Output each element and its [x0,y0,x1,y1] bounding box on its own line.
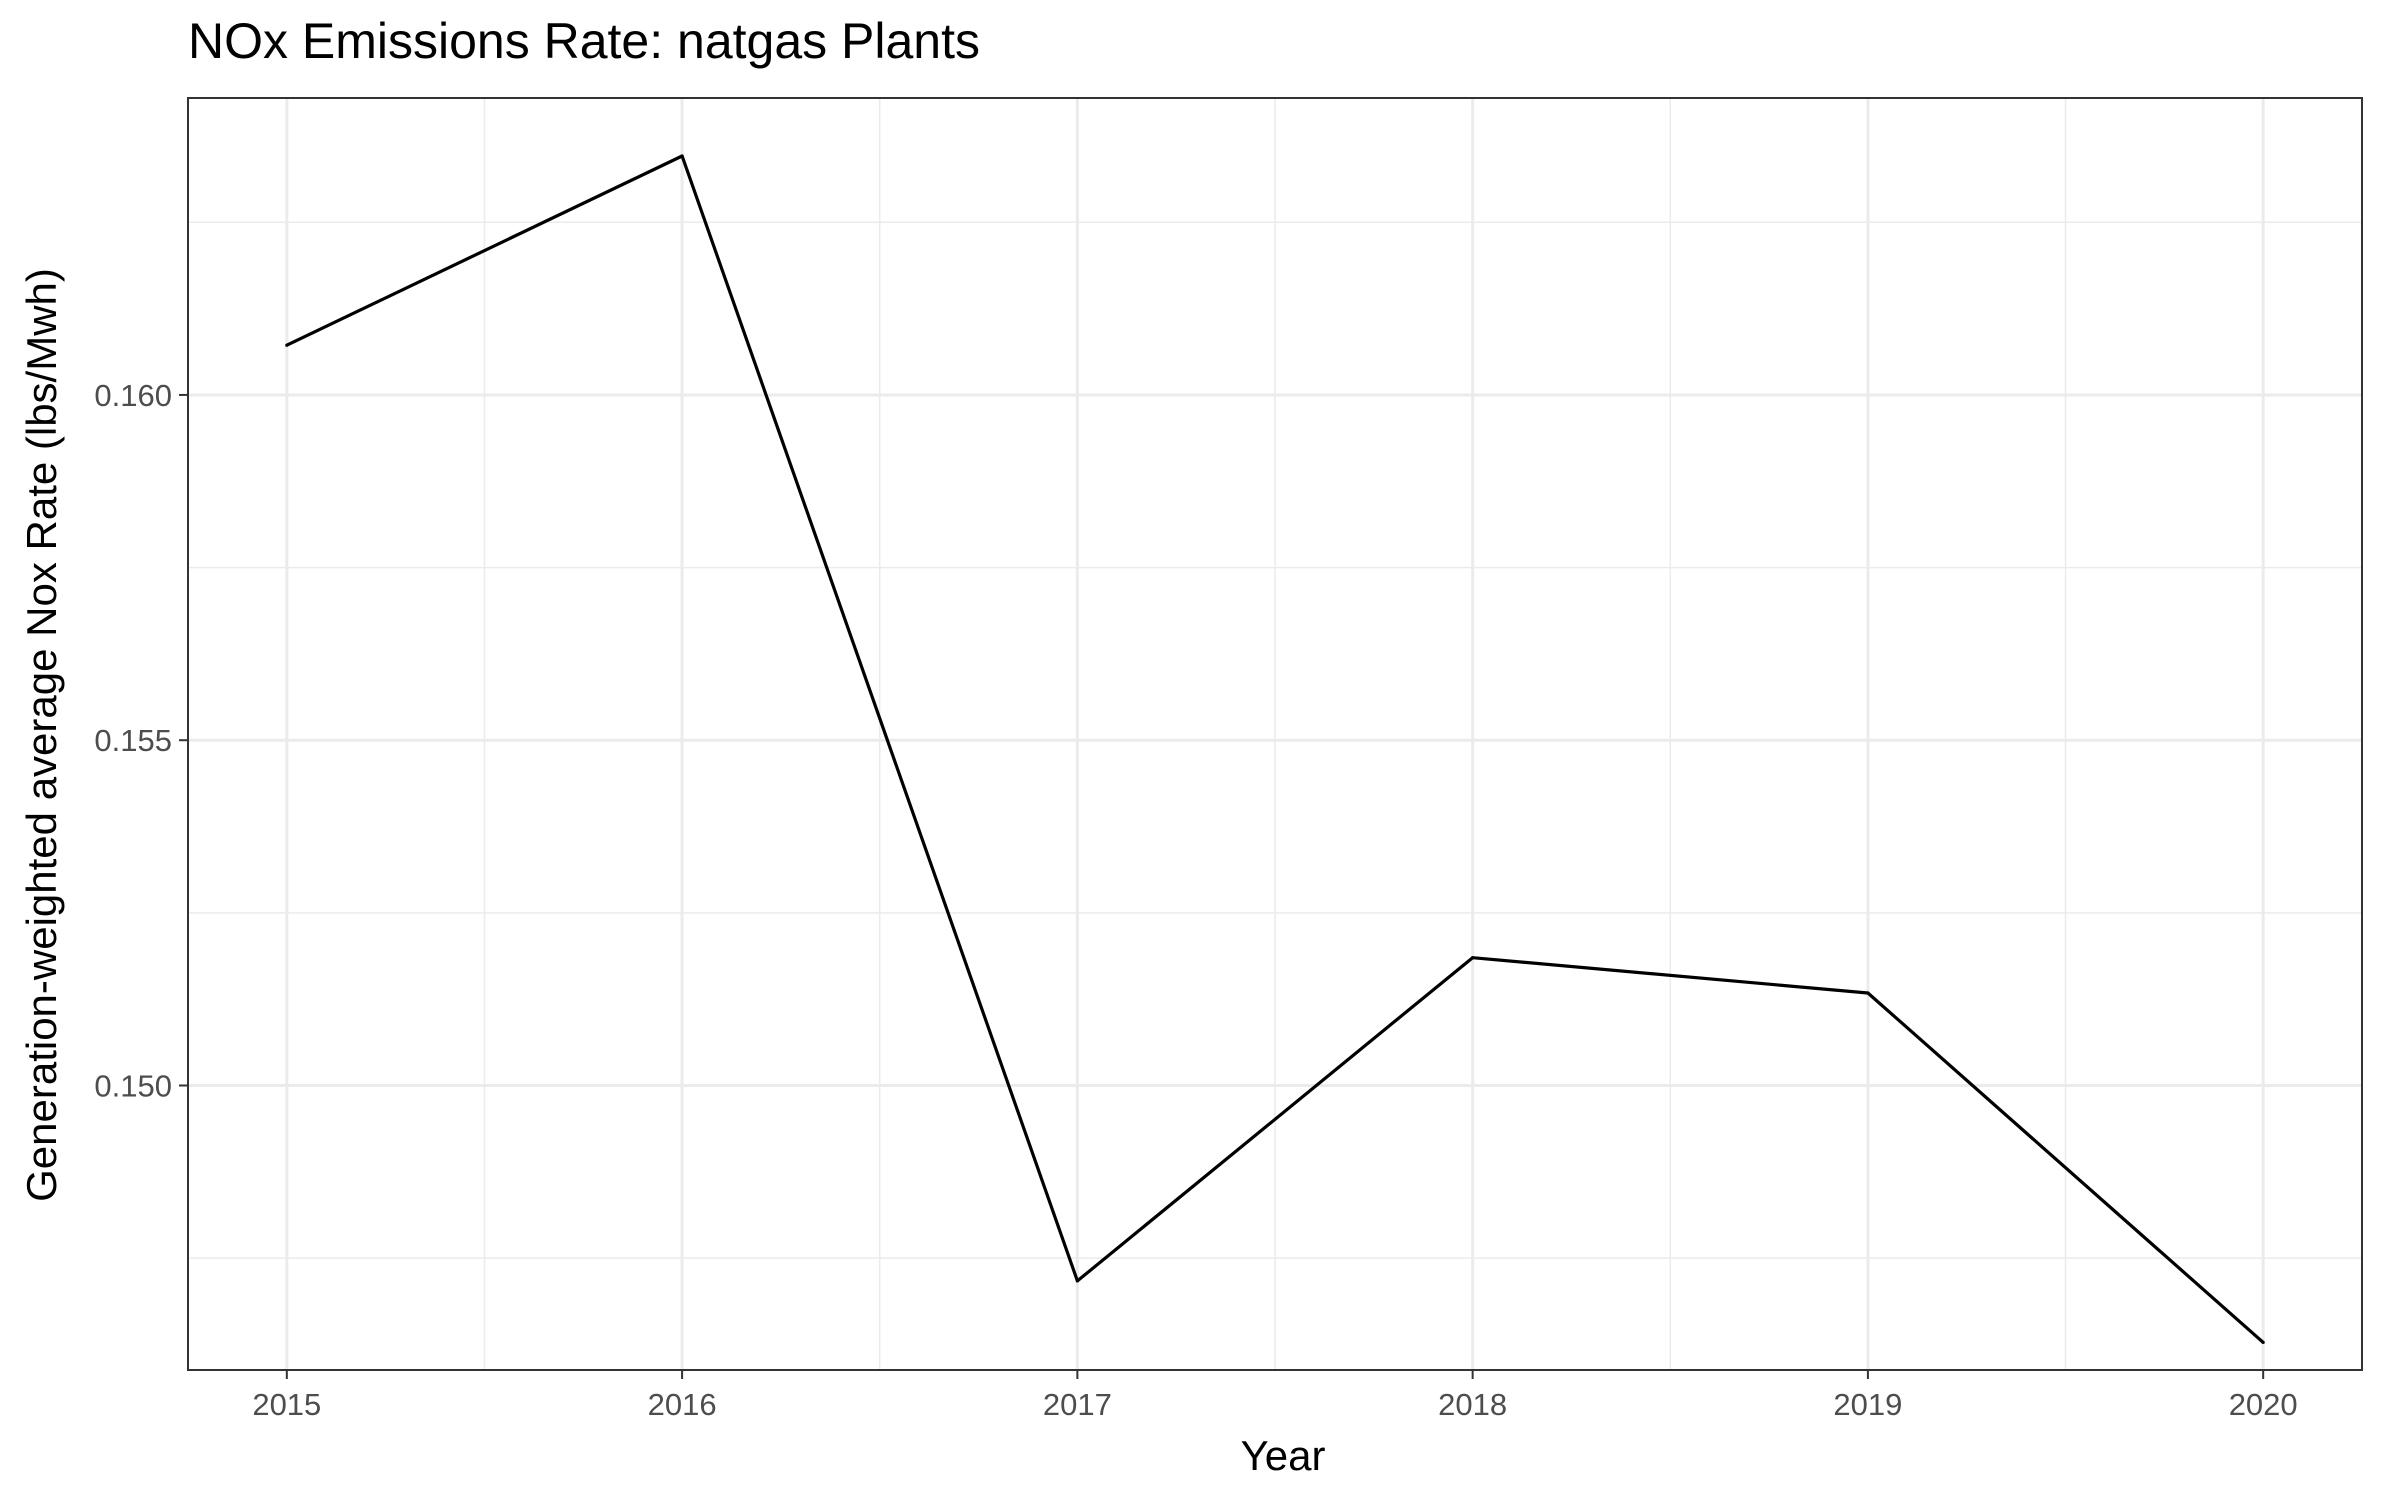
y-tick-label: 0.150 [94,1068,172,1103]
x-axis-title: Year [1241,1432,1326,1479]
series-line [286,154,2265,1344]
x-tick-label: 2016 [648,1387,717,1422]
major-gridlines [188,98,2362,1370]
data-point [1075,1279,1079,1283]
x-tick-label: 2018 [1438,1387,1507,1422]
x-axis-ticks: 2015 2016 2017 2018 2019 2020 [252,1370,2298,1422]
data-point [680,154,684,158]
y-tick-label: 0.160 [94,378,172,413]
data-point [2261,1340,2265,1344]
y-tick-label: 0.155 [94,723,172,758]
y-axis-ticks: 0.150 0.155 0.160 [94,378,188,1103]
x-tick-label: 2019 [1833,1387,1902,1422]
data-point [285,343,289,347]
plot-panel-border [187,97,2363,1371]
chart-title: NOx Emissions Rate: natgas Plants [188,13,980,69]
y-axis-title: Generation-weighted average Nox Rate (lb… [18,268,65,1202]
x-tick-label: 2017 [1043,1387,1112,1422]
minor-gridlines [188,98,2362,1370]
series-layer [285,154,2265,1344]
data-point [1471,956,1475,960]
data-point [1866,991,1870,995]
x-tick-label: 2015 [252,1387,321,1422]
x-tick-label: 2020 [2229,1387,2298,1422]
